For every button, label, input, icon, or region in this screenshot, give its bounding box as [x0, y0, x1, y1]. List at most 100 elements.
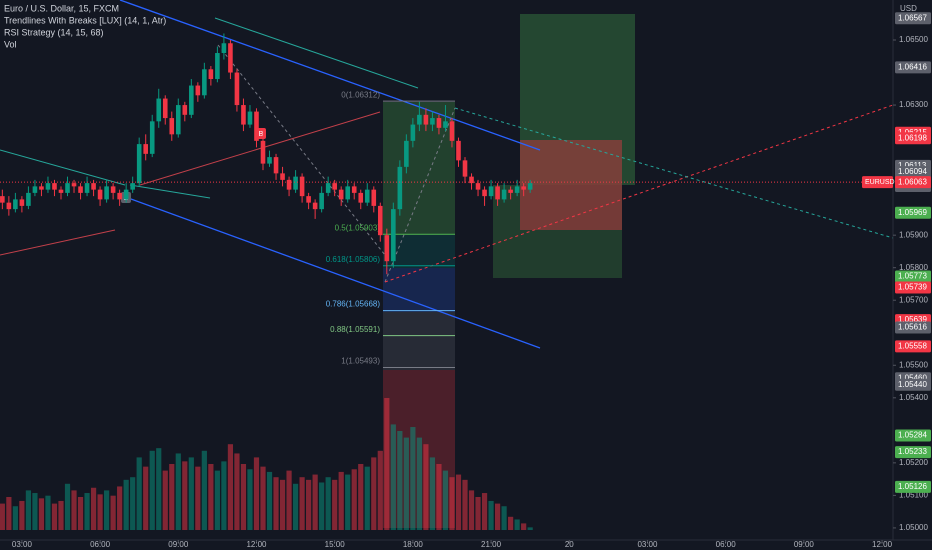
- candle-body: [377, 205, 383, 236]
- volume-bar: [143, 466, 149, 530]
- price-badge-label: 1.05558: [898, 342, 927, 351]
- candle-body: [136, 144, 142, 184]
- volume-bar: [410, 427, 416, 530]
- fib-label: 0.88(1.05591): [330, 325, 380, 334]
- volume-bar: [475, 497, 481, 530]
- trend-line: [129, 184, 211, 199]
- volume-bar: [19, 500, 25, 530]
- candle-body: [488, 186, 494, 197]
- price-badge-label: 1.05739: [898, 283, 927, 292]
- volume-bar: [273, 477, 279, 530]
- volume-bar: [279, 479, 286, 530]
- volume-bar: [25, 490, 32, 530]
- candle-body: [26, 192, 31, 206]
- trend-line: [139, 111, 381, 186]
- candle-body: [221, 43, 227, 54]
- volume-bar: [429, 457, 436, 530]
- volume-bar: [0, 503, 5, 530]
- volume-bar: [247, 469, 253, 530]
- volume-bar: [292, 483, 299, 530]
- volume-bar: [488, 500, 494, 530]
- candle-body: [462, 160, 468, 177]
- y-tick-label: 1.05500: [899, 360, 928, 369]
- candle-body: [195, 85, 201, 96]
- price-badge-label: 1.05233: [898, 447, 927, 456]
- volume-bar: [240, 464, 247, 530]
- candle-body: [267, 157, 272, 164]
- volume-bar: [514, 519, 520, 530]
- price-badge-label: 1.05969: [898, 208, 927, 217]
- candle-body: [443, 121, 448, 128]
- volume-bar: [97, 494, 103, 530]
- fib-zone: [383, 268, 455, 312]
- symbol-badge: [862, 176, 893, 189]
- candle-body: [404, 140, 409, 167]
- volume-bar: [312, 474, 318, 530]
- candle-body: [228, 43, 233, 73]
- volume-bar: [162, 470, 168, 530]
- candle-body: [78, 186, 83, 193]
- volume-bar: [442, 470, 449, 530]
- volume-bar: [208, 464, 214, 530]
- price-badge-label: 1.06416: [898, 62, 927, 71]
- price-badge: [895, 176, 931, 189]
- candle-body: [430, 118, 435, 125]
- y-tick-label: 1.05200: [899, 458, 928, 467]
- volume-bar: [38, 498, 45, 530]
- volume-bar: [149, 450, 155, 530]
- price-badge-label: 1.05639: [898, 315, 927, 324]
- volume-bar: [169, 464, 175, 530]
- candle-body: [143, 144, 149, 154]
- candle-body: [45, 183, 51, 190]
- candle-body: [182, 105, 188, 115]
- price-badge-label: 1.05773: [898, 272, 927, 281]
- volume-bar: [416, 437, 422, 530]
- volume-bar: [117, 486, 123, 530]
- volume-bar: [364, 466, 370, 530]
- stop-zone: [520, 140, 622, 230]
- candle-body: [358, 192, 364, 203]
- drawings: [0, 0, 894, 528]
- volume-bar: [214, 470, 220, 530]
- indicator-label: Trendlines With Breaks [LUX] (14, 1, Atr…: [4, 15, 166, 25]
- candle-body: [527, 183, 533, 190]
- volume-bar: [455, 474, 462, 530]
- candle-body: [319, 192, 324, 210]
- volume-bar: [390, 424, 396, 530]
- trend-line: [0, 229, 116, 256]
- volume-bar: [358, 464, 364, 530]
- currency-label: USD: [900, 4, 917, 13]
- volume-bar: [260, 466, 266, 530]
- price-badge-label: 1.05440: [898, 380, 927, 389]
- volume-bar: [32, 493, 38, 530]
- candle-body: [6, 202, 12, 210]
- x-tick-label: 21:00: [481, 540, 502, 549]
- indicator-label: Vol: [4, 39, 17, 49]
- price-badge-label: 1.06113: [898, 161, 927, 170]
- x-tick-label: 03:00: [637, 540, 658, 549]
- volume-bar: [84, 493, 90, 530]
- volume-bar: [64, 483, 71, 530]
- y-tick-label: 1.05800: [899, 263, 928, 272]
- price-badge-label: 1.05616: [898, 323, 927, 332]
- candle-body: [332, 183, 337, 190]
- price-badge-label: 1.06063: [898, 177, 927, 186]
- price-badge-label: 1.05126: [898, 482, 927, 491]
- candle-body: [91, 183, 96, 190]
- candle-body: [247, 111, 253, 125]
- volume-bar: [130, 477, 136, 530]
- candle-body: [371, 189, 377, 206]
- volume-bar: [449, 477, 455, 530]
- volume-bar: [136, 457, 142, 530]
- volume-bar: [156, 448, 162, 530]
- x-tick-label: 06:00: [716, 540, 737, 549]
- x-tick-label: 15:00: [325, 540, 346, 549]
- x-tick-label: 03:00: [12, 540, 33, 549]
- candle-body: [52, 183, 57, 190]
- indicator-label: RSI Strategy (14, 15, 68): [4, 27, 104, 37]
- candle-body: [65, 183, 70, 193]
- x-tick-label: 06:00: [90, 540, 111, 549]
- volume-bar: [299, 477, 305, 530]
- volume-bar: [494, 503, 501, 530]
